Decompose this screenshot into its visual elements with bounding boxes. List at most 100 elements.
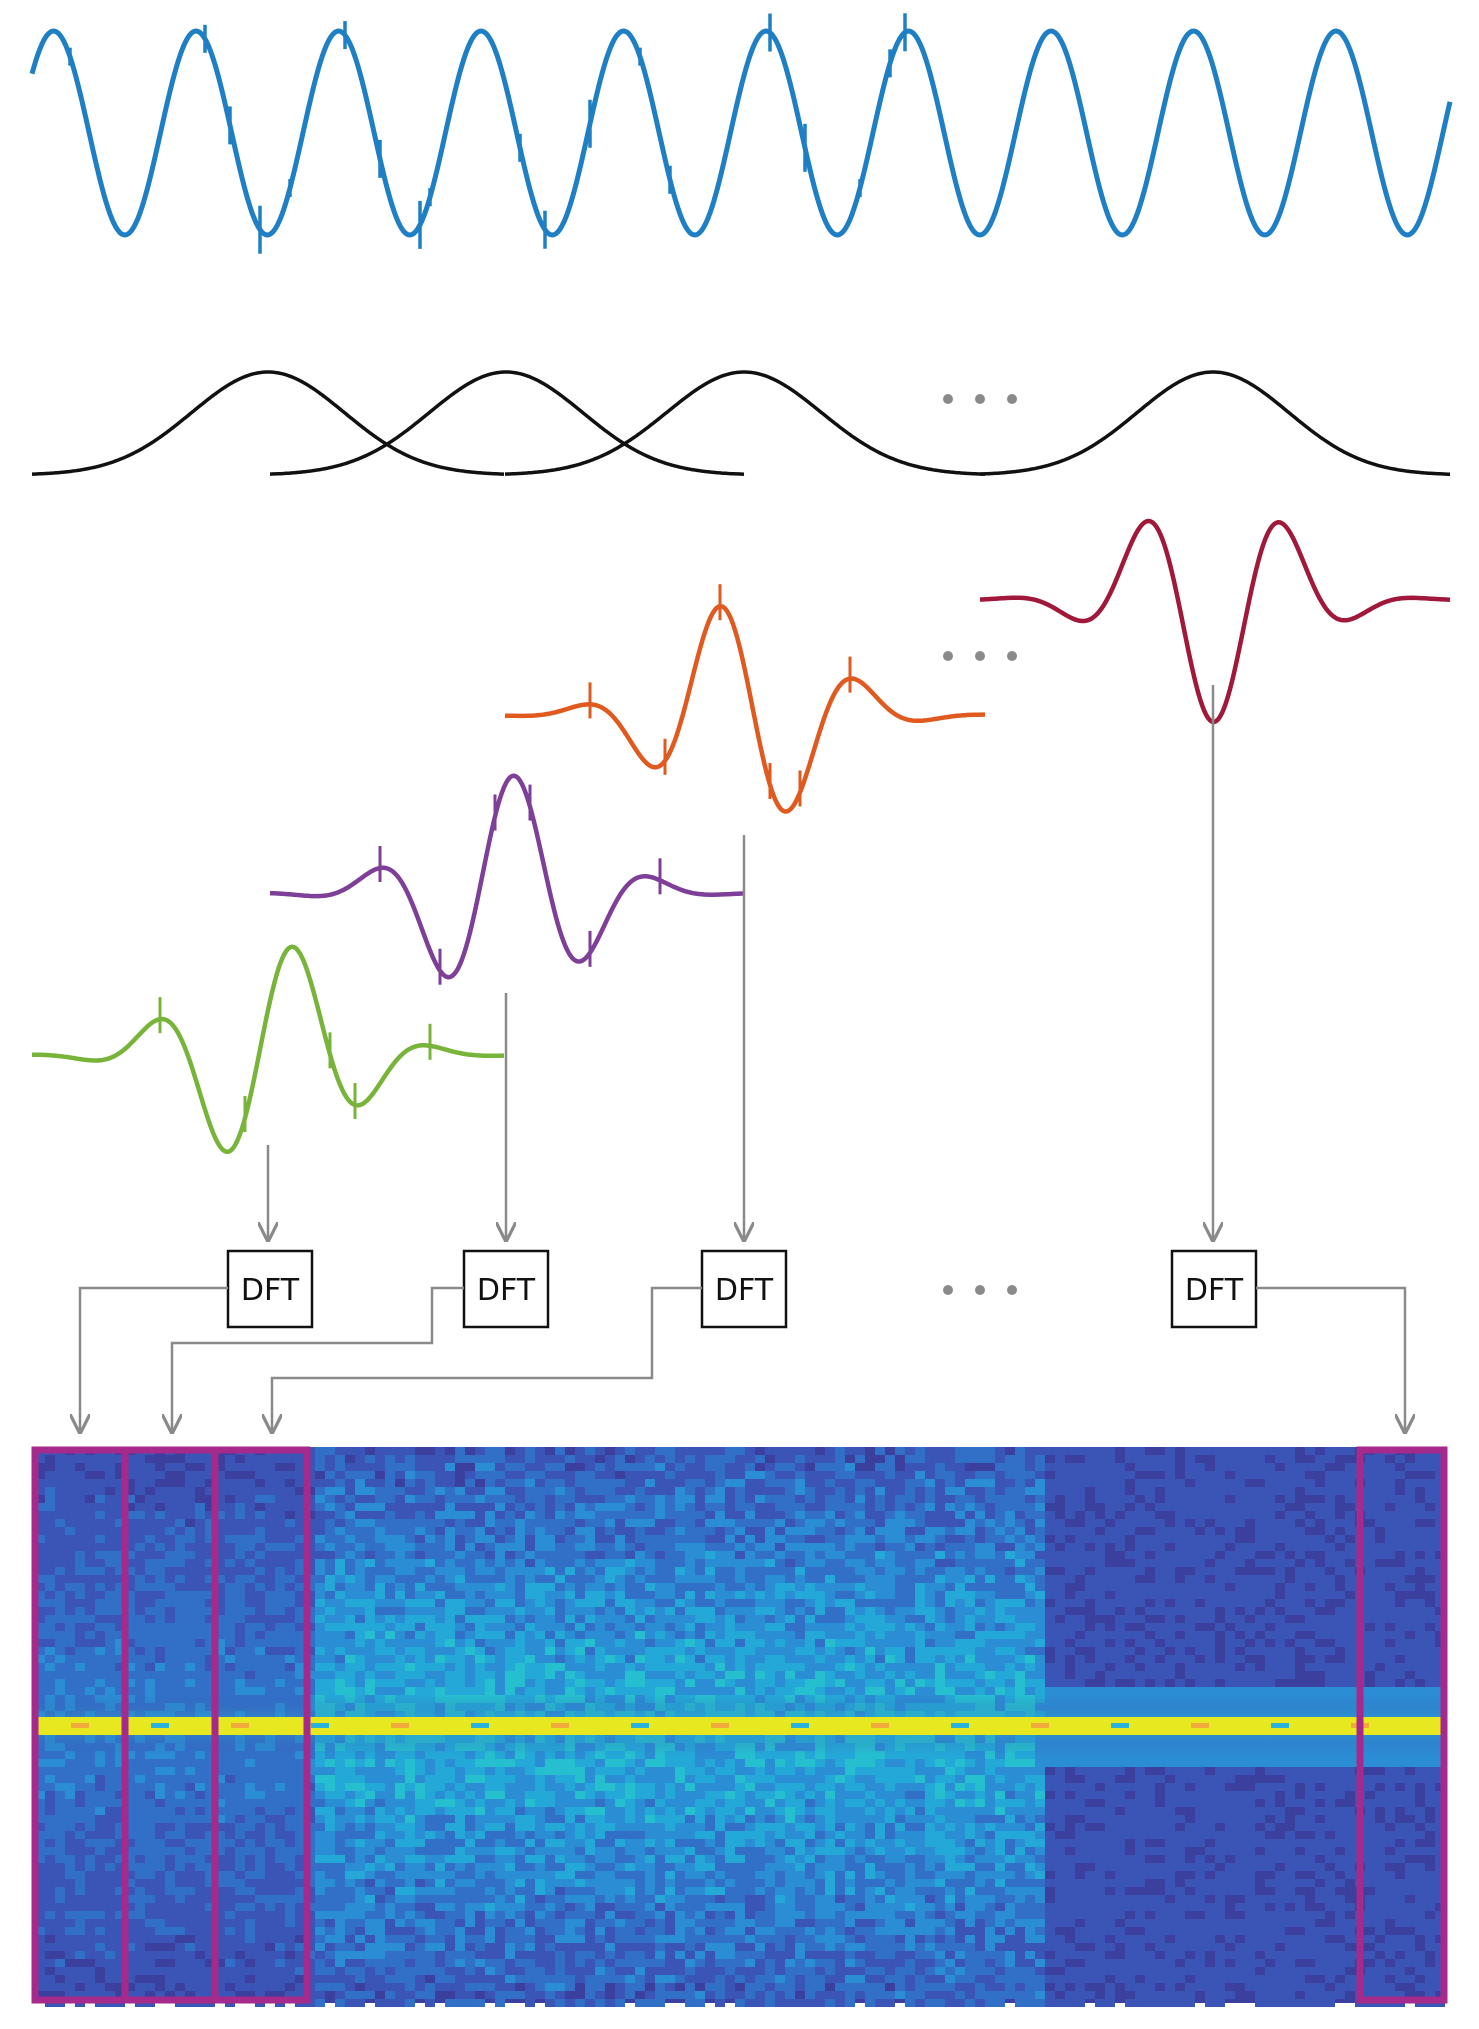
spectrogram-cell bbox=[225, 1559, 235, 1567]
spectrogram-cell bbox=[55, 1455, 65, 1463]
spectrogram-cell bbox=[215, 1943, 225, 1951]
spectrogram-cell bbox=[465, 1839, 475, 1847]
spectrogram-cell bbox=[185, 1823, 195, 1831]
spectrogram-cell bbox=[495, 1871, 505, 1879]
spectrogram-cell bbox=[365, 1519, 375, 1527]
spectrogram-cell bbox=[605, 1767, 615, 1775]
spectrogram-cell bbox=[185, 1527, 195, 1535]
spectrogram-cell bbox=[615, 1679, 625, 1687]
segment-2-wave bbox=[269, 773, 745, 980]
spectrogram-cell bbox=[265, 1623, 275, 1631]
spectrogram-cell bbox=[575, 1655, 585, 1663]
spectrogram-cell bbox=[355, 1815, 365, 1823]
spectrogram-cell bbox=[645, 1455, 655, 1463]
spectrogram-cell bbox=[335, 1519, 345, 1527]
spectrogram-cell bbox=[235, 1551, 245, 1559]
spectrogram-cell bbox=[445, 1831, 455, 1839]
spectrogram-cell bbox=[145, 1911, 155, 1919]
spectrogram-cell bbox=[295, 1631, 305, 1639]
spectrogram-cell bbox=[365, 1575, 375, 1583]
spectrogram-cell bbox=[385, 1671, 395, 1679]
spectrogram-cell bbox=[715, 1535, 725, 1543]
spectrogram-cell bbox=[155, 1663, 165, 1671]
spectrogram-cell bbox=[125, 1671, 135, 1679]
spectrogram-cell bbox=[395, 1471, 405, 1479]
spectrogram-cell bbox=[675, 1495, 685, 1503]
spectrogram-cell bbox=[555, 1919, 565, 1927]
spectrogram-cell bbox=[435, 1895, 445, 1903]
spectrogram-cell bbox=[145, 1687, 155, 1695]
spectrogram-cell bbox=[455, 1791, 465, 1799]
spectrogram-cell bbox=[495, 1999, 505, 2007]
spectrogram-cell bbox=[165, 1615, 175, 1623]
spectrogram-cell bbox=[295, 1759, 305, 1767]
spectrogram-cell bbox=[185, 1919, 195, 1927]
spectrogram-cell bbox=[235, 1479, 245, 1487]
spectrogram-cell bbox=[75, 1919, 85, 1927]
spectrogram-cell bbox=[545, 1527, 555, 1535]
spectrogram-cell bbox=[175, 1775, 185, 1783]
spectrogram-cell bbox=[345, 1495, 355, 1503]
spectrogram-cell bbox=[435, 1639, 445, 1647]
spectrogram-cell bbox=[545, 1823, 555, 1831]
spectrogram-cell bbox=[395, 1911, 405, 1919]
spectrogram-cell bbox=[325, 1767, 335, 1775]
spectrogram-cell bbox=[615, 1671, 625, 1679]
spectrogram-cell bbox=[545, 1999, 555, 2007]
spectrogram-cell bbox=[375, 1487, 385, 1495]
spectrogram-cell bbox=[45, 1975, 55, 1983]
spectrogram-cell bbox=[105, 1871, 115, 1879]
spectrogram-cell bbox=[225, 1759, 235, 1767]
spectrogram-cell bbox=[175, 1543, 185, 1551]
spectrogram-cell bbox=[585, 1511, 595, 1519]
spectrogram-cell bbox=[645, 1831, 655, 1839]
spectrogram-cell bbox=[435, 1767, 445, 1775]
spectrogram-cell bbox=[45, 1911, 55, 1919]
spectrogram-cell bbox=[155, 1575, 165, 1583]
spectrogram-cell bbox=[535, 1639, 545, 1647]
spectrogram-cell bbox=[745, 1647, 755, 1655]
spectrogram-cell bbox=[675, 1655, 685, 1663]
spectrogram-cell bbox=[85, 1463, 95, 1471]
spectrogram-cell bbox=[215, 1599, 225, 1607]
spectrogram-cell bbox=[435, 1647, 445, 1655]
spectrogram-cell bbox=[465, 1503, 475, 1511]
spectrogram-cell bbox=[285, 1991, 295, 1999]
spectrogram-cell bbox=[35, 1983, 45, 1991]
spectrogram-cell bbox=[215, 1983, 225, 1991]
spectrogram-cell bbox=[745, 1607, 755, 1615]
spectrogram-cell bbox=[285, 1647, 295, 1655]
spectrogram-cell bbox=[275, 1487, 285, 1495]
spectrogram-cell bbox=[355, 1975, 365, 1983]
spectrogram-cell bbox=[65, 1935, 75, 1943]
spectrogram-cell bbox=[85, 1503, 95, 1511]
spectrogram-cell bbox=[425, 1479, 435, 1487]
spectrogram-cell bbox=[405, 1991, 415, 1999]
spectrogram-cell bbox=[635, 1935, 645, 1943]
spectrogram-cell bbox=[135, 1567, 145, 1575]
spectrogram-cell bbox=[535, 1847, 545, 1855]
spectrogram-cell bbox=[585, 1559, 595, 1567]
spectrogram-cell bbox=[565, 1999, 575, 2007]
spectrogram-cell bbox=[605, 1847, 615, 1855]
spectrogram-cell bbox=[85, 1607, 95, 1615]
spectrogram-cell bbox=[55, 1463, 65, 1471]
spectrogram-cell bbox=[365, 1839, 375, 1847]
spectrogram-cell bbox=[595, 1823, 605, 1831]
spectrogram-cell bbox=[145, 1863, 155, 1871]
spectrogram-cell bbox=[695, 1575, 705, 1583]
spectrogram-cell bbox=[395, 1895, 405, 1903]
spectrogram-cell bbox=[85, 1583, 95, 1591]
spectrogram-cell bbox=[645, 1447, 655, 1455]
spectrogram-cell bbox=[275, 1887, 285, 1895]
spectrogram-cell bbox=[55, 1583, 65, 1591]
spectrogram-cell bbox=[495, 1903, 505, 1911]
spectrogram-cell bbox=[225, 1679, 235, 1687]
spectrogram-cell bbox=[735, 1991, 745, 1999]
spectrogram-cell bbox=[355, 1567, 365, 1575]
spectrogram-cell bbox=[345, 1527, 355, 1535]
spectrogram-cell bbox=[65, 1871, 75, 1879]
spectrogram-cell bbox=[485, 1655, 495, 1663]
spectrogram-cell bbox=[505, 1943, 515, 1951]
spectrogram-cell bbox=[565, 1551, 575, 1559]
